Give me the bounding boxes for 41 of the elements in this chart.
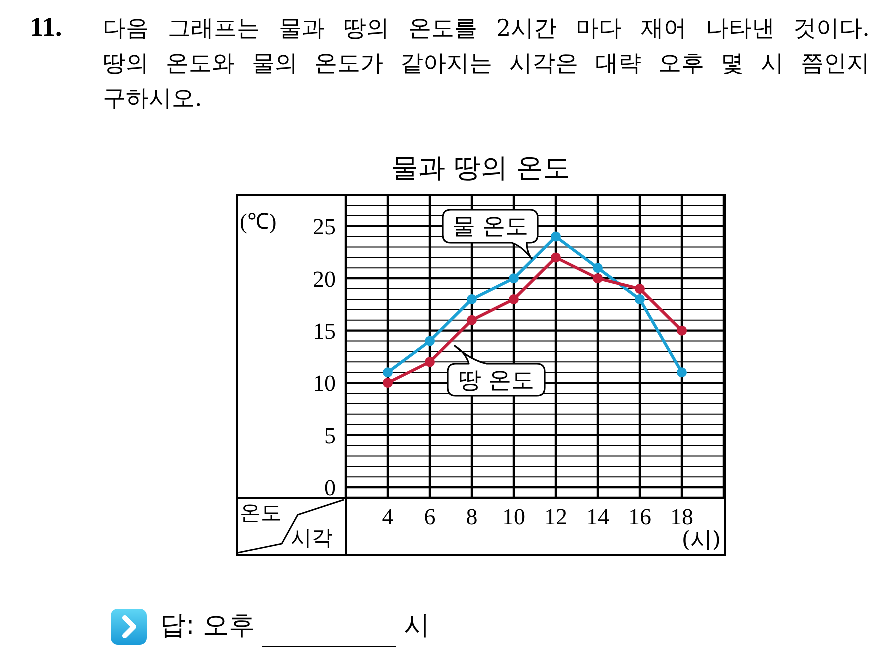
text: 시각 bbox=[291, 526, 333, 550]
point bbox=[593, 274, 603, 284]
point bbox=[467, 294, 477, 304]
y-tick-label: 15 bbox=[313, 318, 336, 344]
point bbox=[425, 336, 435, 346]
point bbox=[551, 252, 561, 263]
chart-title: 물과 땅의 온도 bbox=[391, 153, 571, 184]
point bbox=[593, 263, 603, 274]
point bbox=[635, 284, 645, 294]
text: 11. bbox=[30, 12, 62, 42]
series-label: 물 온도 bbox=[452, 213, 529, 242]
point bbox=[383, 378, 393, 388]
point bbox=[383, 368, 393, 378]
x-tick-label: 18 bbox=[670, 504, 694, 530]
point bbox=[677, 368, 687, 378]
y-tick-label: 0 bbox=[324, 476, 336, 501]
x-tick-label: 16 bbox=[628, 504, 652, 530]
y-tick-label: 20 bbox=[313, 266, 336, 292]
x-axis-title: (시) bbox=[682, 528, 721, 553]
point bbox=[509, 294, 519, 304]
point bbox=[551, 232, 561, 242]
series-label: 땅 온도 bbox=[458, 366, 535, 396]
x-tick-label: 14 bbox=[586, 504, 610, 530]
text: 다음 그래프는 물과 땅의 온도를 2시간 마다 재어 나타낸 것이다. 땅의 온도와 물의 온도가 같아지는 시각은 대략 오후 몇 시 쯤인지 구하시오. bbox=[103, 16, 870, 112]
point bbox=[635, 294, 645, 304]
y-tick-label: 5 bbox=[324, 423, 336, 448]
x-tick-label: 6 bbox=[424, 504, 436, 530]
text: 온도 bbox=[240, 501, 282, 525]
y-tick-label: 25 bbox=[313, 214, 336, 240]
point bbox=[677, 326, 687, 336]
point bbox=[425, 357, 435, 368]
x-tick-label: 10 bbox=[502, 504, 526, 530]
text: 답: 오후 bbox=[160, 611, 256, 641]
x-tick-label: 8 bbox=[466, 504, 478, 530]
y-tick-label: 10 bbox=[313, 371, 336, 396]
text: 시 bbox=[404, 611, 430, 641]
point bbox=[509, 274, 519, 284]
y-axis-title: (℃) bbox=[240, 209, 277, 234]
point bbox=[467, 315, 477, 326]
x-tick-label: 12 bbox=[544, 504, 568, 530]
x-tick-label: 4 bbox=[382, 504, 394, 530]
